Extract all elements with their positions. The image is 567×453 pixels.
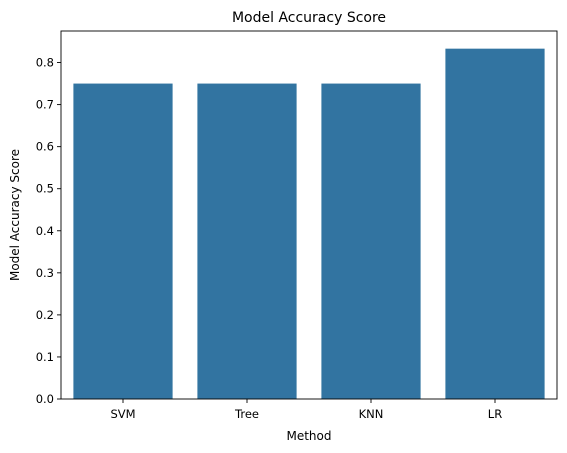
bar-tree	[197, 83, 297, 400]
chart-title: Model Accuracy Score	[232, 10, 386, 26]
y-tick-label: 0.1	[36, 350, 54, 364]
y-tick-label: 0.8	[36, 56, 54, 70]
plot-frame	[60, 30, 558, 400]
x-tick-label: SVM	[110, 407, 135, 421]
y-tick-label: 0.5	[36, 182, 54, 196]
y-tick-label: 0.7	[36, 98, 54, 112]
bar-lr	[445, 48, 545, 399]
y-axis-label: Model Accuracy Score	[8, 149, 22, 281]
bars-group	[73, 48, 545, 400]
y-tick-label: 0.4	[36, 224, 54, 238]
y-tick-label: 0.2	[36, 308, 54, 322]
x-axis-label: Method	[286, 429, 331, 443]
y-tick-label: 0.6	[36, 140, 54, 154]
y-tick-label: 0.3	[36, 266, 54, 280]
bar-svm	[73, 83, 173, 400]
bar-knn	[321, 83, 421, 400]
x-tick-label: Tree	[234, 407, 259, 421]
x-tick-label: LR	[488, 407, 502, 421]
x-tick-label: KNN	[359, 407, 384, 421]
y-axis-ticks: 0.0 0.1 0.2 0.3 0.4 0.5 0.6 0.7 0.8	[36, 56, 61, 406]
x-axis-ticks: SVM Tree KNN LR	[110, 399, 502, 421]
y-tick-label: 0.0	[36, 392, 54, 406]
